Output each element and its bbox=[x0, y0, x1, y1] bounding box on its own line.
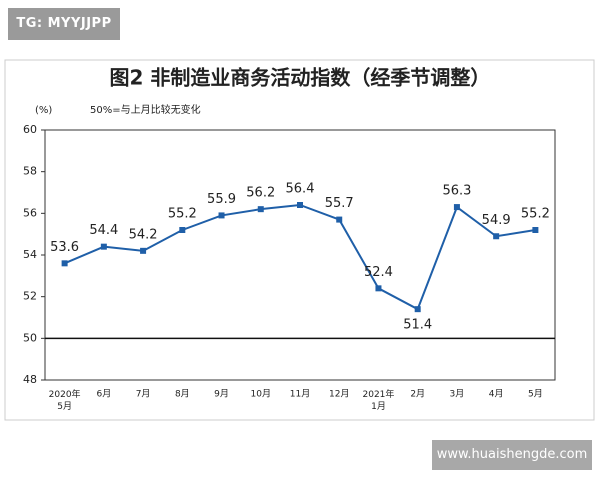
marker bbox=[453, 204, 460, 211]
x-tick-label: 11月 bbox=[290, 389, 310, 400]
y-tick-label: 52 bbox=[23, 290, 37, 303]
marker bbox=[532, 227, 539, 233]
x-tick-label-line: 2021年 bbox=[363, 388, 395, 400]
marker bbox=[414, 306, 421, 313]
marker bbox=[336, 216, 343, 223]
value-label: 55.2 bbox=[521, 207, 550, 222]
marker bbox=[218, 212, 225, 219]
value-label: 56.4 bbox=[286, 182, 315, 197]
value-label: 56.3 bbox=[442, 184, 471, 199]
x-tick-label: 9月 bbox=[214, 389, 229, 400]
marker bbox=[100, 243, 107, 250]
value-label: 54.4 bbox=[89, 223, 118, 238]
x-tick-label-line: 1月 bbox=[371, 401, 386, 412]
value-label: 56.2 bbox=[246, 186, 275, 201]
y-unit: (%) bbox=[35, 105, 52, 116]
badge: TG: MYYJJPP bbox=[8, 8, 120, 40]
x-tick-label: 10月 bbox=[251, 389, 271, 400]
x-tick-label: 2月 bbox=[410, 389, 425, 400]
watermark: www.huaishengde.com bbox=[432, 440, 592, 470]
x-tick-label: 6月 bbox=[96, 389, 111, 400]
value-label: 55.2 bbox=[168, 207, 197, 222]
y-tick-label: 48 bbox=[23, 373, 37, 386]
x-tick-label-line: 5月 bbox=[57, 401, 72, 412]
value-label: 54.9 bbox=[482, 213, 511, 228]
marker bbox=[179, 227, 186, 233]
chart-frame bbox=[4, 59, 595, 421]
y-tick-label: 54 bbox=[23, 248, 37, 261]
x-tick-label: 2021年 1月 bbox=[363, 388, 395, 412]
value-label: 55.7 bbox=[325, 196, 354, 211]
x-tick-label: 8月 bbox=[175, 389, 190, 400]
marker bbox=[140, 247, 147, 254]
marker bbox=[297, 202, 303, 208]
value-label: 54.2 bbox=[129, 227, 158, 242]
value-label: 55.9 bbox=[207, 192, 236, 207]
marker bbox=[61, 260, 68, 267]
subtitle: 50%=与上月比较无变化 bbox=[90, 103, 201, 116]
x-tick-label: 7月 bbox=[136, 389, 151, 400]
y-tick-label: 58 bbox=[23, 165, 37, 178]
x-tick-label: 12月 bbox=[329, 389, 349, 400]
x-tick-label: 4月 bbox=[489, 389, 504, 400]
x-tick-label: 3月 bbox=[450, 389, 465, 400]
x-tick-label-line: 2020年 bbox=[49, 388, 81, 400]
y-tick-label: 56 bbox=[23, 206, 37, 219]
marker bbox=[493, 233, 500, 240]
y-tick-label: 60 bbox=[23, 123, 37, 136]
chart-title: 图2 非制造业商务活动指数（经季节调整） bbox=[110, 66, 491, 90]
y-tick-label: 50 bbox=[23, 331, 37, 344]
value-label: 53.6 bbox=[50, 240, 79, 255]
value-label: 51.4 bbox=[403, 318, 432, 333]
x-tick-label: 2020年 5月 bbox=[49, 388, 81, 412]
marker bbox=[257, 206, 264, 213]
marker bbox=[375, 285, 382, 292]
x-tick-label: 5月 bbox=[528, 389, 543, 400]
value-label: 52.4 bbox=[364, 265, 393, 280]
